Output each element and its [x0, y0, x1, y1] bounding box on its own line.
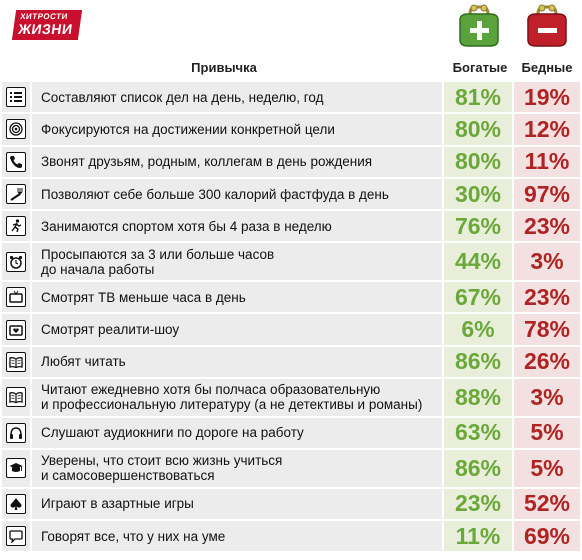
habit-text: Смотрят реалити-шоу: [32, 314, 444, 345]
table-row: Фокусируются на достижении конкретной це…: [2, 112, 580, 145]
row-icon-cell: [2, 211, 32, 242]
habit-text: Составляют список дел на день, неделю, г…: [32, 82, 444, 113]
habit-text: Звонят друзьям, родным, коллегам в день …: [32, 146, 444, 177]
rich-percent: 81%: [444, 82, 514, 113]
rich-percent: 76%: [444, 211, 514, 242]
rich-percent: 80%: [444, 146, 514, 177]
table-row: Слушают аудиокниги по дороге на работу 63…: [2, 415, 580, 449]
rich-percent: 86%: [444, 346, 514, 378]
habit-text: Любят читать: [32, 346, 444, 378]
row-icon-cell: [2, 178, 32, 210]
headphones-icon: [6, 422, 26, 443]
table-row: Просыпаются за 3 или больше часов до нач…: [2, 241, 580, 281]
poor-percent: 52%: [514, 488, 580, 520]
rich-percent: 63%: [444, 417, 514, 449]
rich-percent: 6%: [444, 314, 514, 345]
poor-percent: 19%: [514, 82, 580, 113]
row-icon-cell: [2, 521, 32, 552]
row-icon-cell: [2, 450, 32, 487]
tv-icon: [6, 287, 26, 308]
poor-percent: 12%: [514, 114, 580, 145]
rich-percent: 88%: [444, 379, 514, 416]
table-row: Занимаются спортом хотя бы 4 раза в неде…: [2, 209, 580, 242]
row-icon-cell: [2, 82, 32, 113]
habit-text: Позволяют себе больше 300 калорий фастфу…: [32, 178, 444, 210]
table-row: Играют в азартные игры 23% 52%: [2, 486, 580, 520]
habit-text: Занимаются спортом хотя бы 4 раза в неде…: [32, 211, 444, 242]
table-row: Уверены, что стоит всю жизнь учиться и с…: [2, 448, 580, 487]
header-poor: Бедные: [521, 59, 573, 75]
poor-percent: 11%: [514, 146, 580, 177]
row-icon-cell: [2, 379, 32, 416]
red-wallet-minus-icon: [524, 4, 570, 48]
rich-percent: 30%: [444, 178, 514, 210]
green-wallet-plus-icon: [456, 4, 502, 48]
habit-text: Фокусируются на достижении конкретной це…: [32, 114, 444, 145]
spade-icon: [6, 493, 26, 514]
fork-icon: [6, 184, 26, 205]
alarm-clock-icon: [6, 251, 26, 272]
table-row: Смотрят реалити-шоу 6% 78%: [2, 312, 580, 345]
runner-icon: [6, 216, 26, 237]
table-row: Позволяют себе больше 300 калорий фастфу…: [2, 176, 580, 210]
row-icon-cell: [2, 114, 32, 145]
rich-percent: 80%: [444, 114, 514, 145]
speech-icon: [6, 526, 26, 547]
header-rich: Богатые: [452, 59, 508, 75]
poor-percent: 3%: [514, 243, 580, 281]
poor-percent: 78%: [514, 314, 580, 345]
row-icon-cell: [2, 314, 32, 345]
table-row: Составляют список дел на день, неделю, г…: [2, 80, 580, 113]
rich-percent: 67%: [444, 282, 514, 313]
habit-text: Говорят все, что у них на уме: [32, 521, 444, 552]
brand-logo: ХИТРОСТИ ЖИЗНИ: [11, 10, 83, 40]
row-icon-cell: [2, 346, 32, 378]
habit-text: Смотрят ТВ меньше часа в день: [32, 282, 444, 313]
table-header: Привычка Богатые Бедные: [2, 54, 580, 80]
rich-percent: 86%: [444, 450, 514, 487]
rich-percent: 23%: [444, 488, 514, 520]
logo-line-1: ХИТРОСТИ: [19, 12, 69, 21]
poor-percent: 5%: [514, 450, 580, 487]
habit-text: Уверены, что стоит всю жизнь учиться и с…: [32, 450, 444, 487]
row-icon-cell: [2, 243, 32, 281]
habits-table: Составляют список дел на день, неделю, г…: [2, 80, 580, 552]
book-icon: [6, 387, 26, 408]
poor-percent: 69%: [514, 521, 580, 552]
rich-percent: 44%: [444, 243, 514, 281]
logo-line-2: ЖИЗНИ: [17, 21, 74, 37]
target-icon: [6, 119, 26, 140]
habit-text: Просыпаются за 3 или больше часов до нач…: [32, 243, 444, 281]
tv-heart-icon: [6, 319, 26, 340]
poor-percent: 23%: [514, 211, 580, 242]
book-icon: [6, 351, 26, 372]
habit-text: Играют в азартные игры: [32, 488, 444, 520]
table-row: Говорят все, что у них на уме 11% 69%: [2, 519, 580, 552]
poor-percent: 5%: [514, 417, 580, 449]
row-icon-cell: [2, 282, 32, 313]
row-icon-cell: [2, 488, 32, 520]
graduation-cap-icon: [6, 458, 26, 479]
poor-percent: 23%: [514, 282, 580, 313]
header-habit: Привычка: [191, 59, 257, 75]
habit-text: Слушают аудиокниги по дороге на работу: [32, 417, 444, 449]
list-icon: [6, 87, 26, 108]
habit-text: Читают ежедневно хотя бы полчаса образов…: [32, 379, 444, 416]
table-row: Смотрят ТВ меньше часа в день 67% 23%: [2, 280, 580, 313]
table-row: Читают ежедневно хотя бы полчаса образов…: [2, 377, 580, 416]
table-row: Любят читать 86% 26%: [2, 344, 580, 378]
poor-percent: 97%: [514, 178, 580, 210]
poor-percent: 3%: [514, 379, 580, 416]
poor-percent: 26%: [514, 346, 580, 378]
row-icon-cell: [2, 146, 32, 177]
phone-icon: [6, 151, 26, 172]
row-icon-cell: [2, 417, 32, 449]
rich-percent: 11%: [444, 521, 514, 552]
table-row: Звонят друзьям, родным, коллегам в день …: [2, 144, 580, 177]
